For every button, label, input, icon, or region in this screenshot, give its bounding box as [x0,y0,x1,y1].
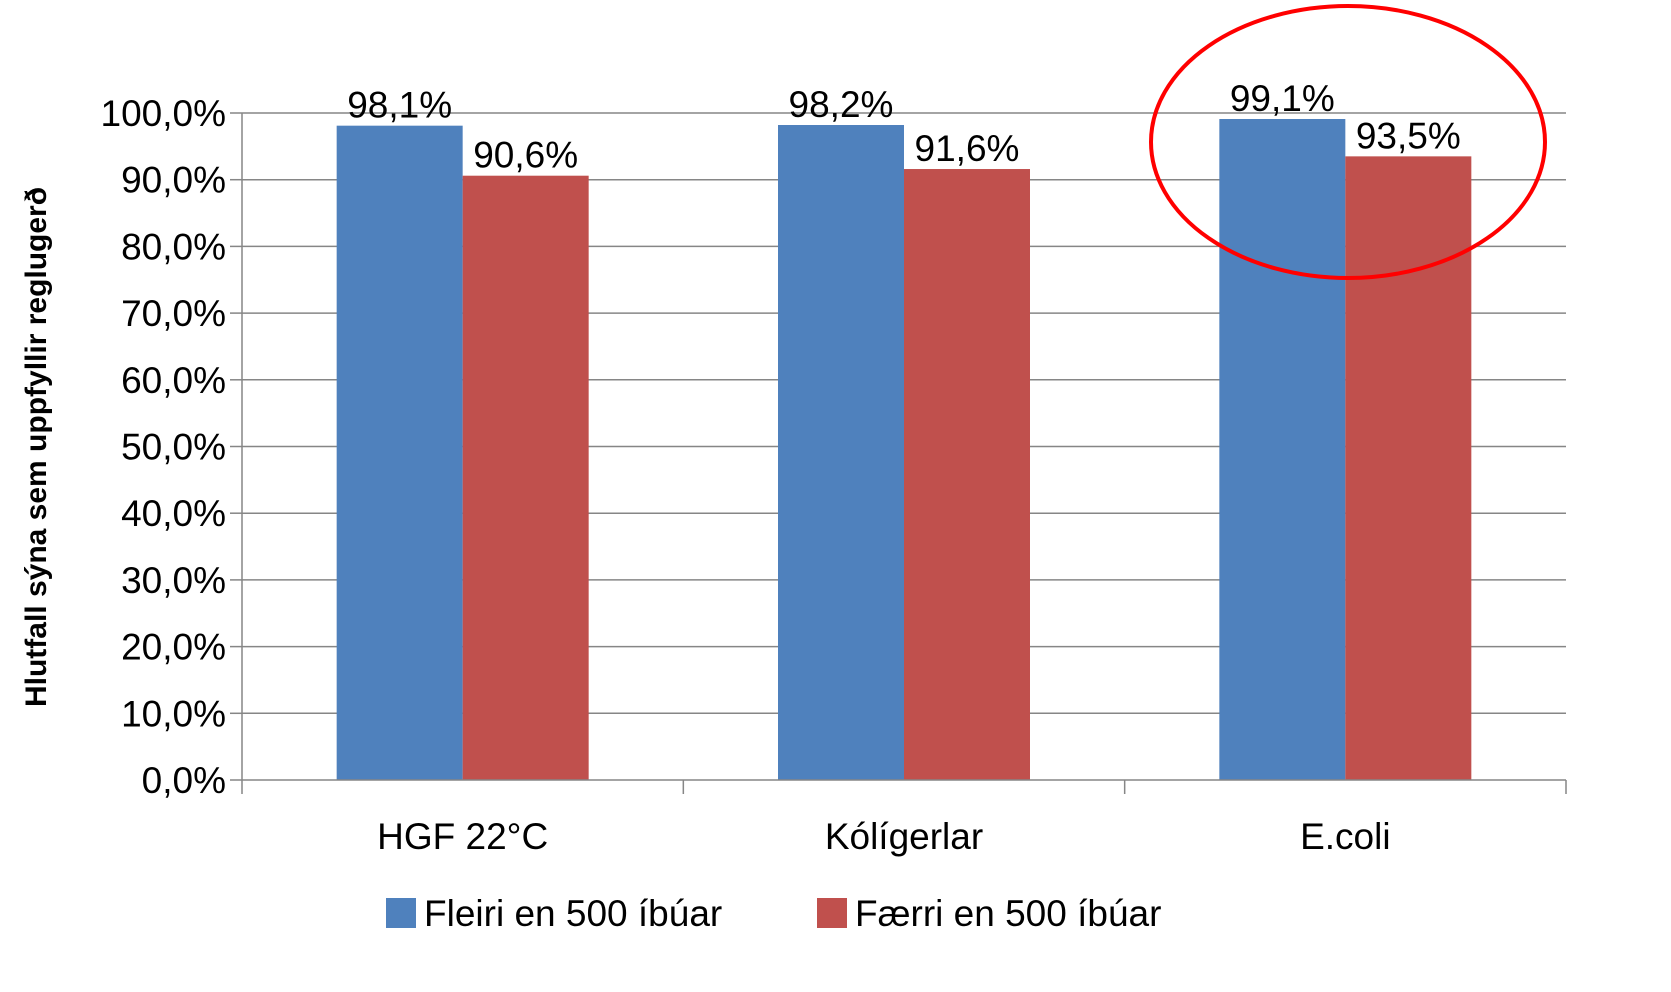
y-axis-label: Hlutfall sýna sem uppfyllir reglugerð [20,187,53,707]
bar [1345,156,1472,781]
bar [462,175,589,780]
y-tick-label: 90,0% [121,160,226,201]
x-category-label: Kólígerlar [825,816,983,857]
legend: Fleiri en 500 íbúar Færri en 500 íbúar [386,893,1161,934]
bar [1219,119,1346,781]
x-category-label: E.coli [1300,816,1390,857]
y-tick-label: 20,0% [121,627,226,668]
legend-swatch [386,898,416,928]
data-labels: 98,1% 90,6% 98,2% 91,6% 99,1% 93,5% [347,78,1461,176]
data-label: 98,1% [347,85,452,126]
y-tick-label: 70,0% [121,293,226,334]
data-label: 93,5% [1356,115,1461,156]
y-tick-label: 10,0% [121,693,226,734]
bar [336,125,463,781]
y-tick-label: 30,0% [121,560,226,601]
legend-label: Fleiri en 500 íbúar [424,893,722,934]
bar [904,169,1030,780]
bars [336,119,1472,781]
y-tick-label: 100,0% [101,93,227,134]
x-category-label: HGF 22°C [377,816,548,857]
y-tick-label: 0,0% [142,760,226,801]
highlight-ellipse [1149,4,1547,280]
y-tick-label: 40,0% [121,493,226,534]
data-label: 90,6% [473,135,578,176]
bar [778,125,904,781]
legend-swatch [817,898,847,928]
y-tick-label: 50,0% [121,427,226,468]
axes: 0,0% 10,0% 20,0% 30,0% 40,0% 50,0% 60,0% 70,0% 8… [101,93,1567,857]
y-tick-label: 60,0% [121,360,226,401]
y-tick-label: 80,0% [121,226,226,267]
legend-label: Færri en 500 íbúar [855,893,1161,934]
data-label: 91,6% [915,128,1020,169]
data-label: 99,1% [1230,78,1335,119]
data-label: 98,2% [789,84,894,125]
